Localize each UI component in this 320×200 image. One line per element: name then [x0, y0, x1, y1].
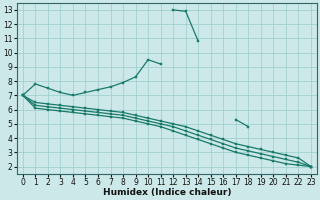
X-axis label: Humidex (Indice chaleur): Humidex (Indice chaleur) — [103, 188, 231, 197]
